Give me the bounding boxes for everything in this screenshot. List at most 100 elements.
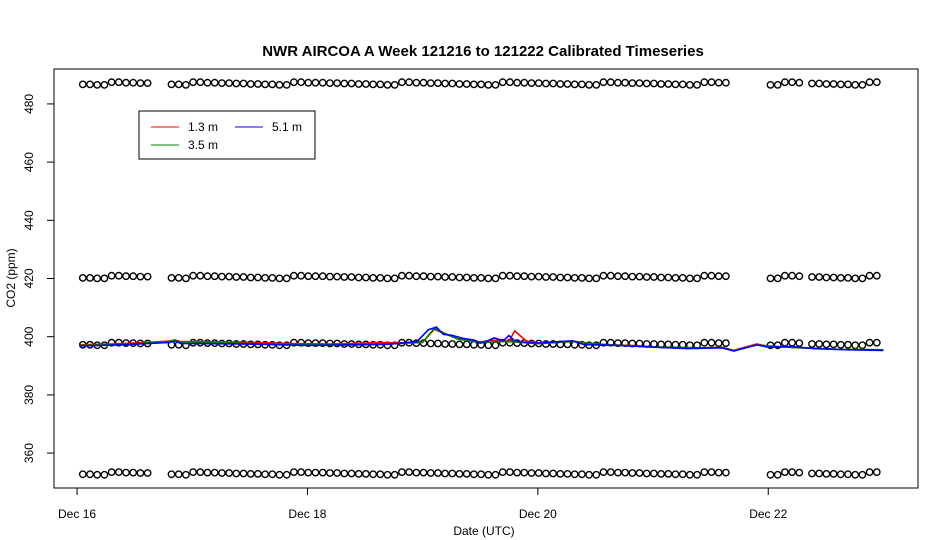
calibration-marker bbox=[383, 81, 392, 89]
calibration-marker bbox=[114, 271, 123, 280]
calibration-marker bbox=[426, 469, 435, 477]
calibration-marker bbox=[592, 470, 601, 479]
calibration-marker bbox=[333, 79, 341, 88]
calibration-marker bbox=[484, 81, 493, 89]
calibration-marker bbox=[412, 468, 421, 477]
calibration-marker bbox=[426, 339, 435, 348]
calibration-marker bbox=[872, 271, 881, 280]
calibration-marker bbox=[556, 469, 565, 478]
calibration-marker bbox=[114, 468, 123, 476]
calibration-marker bbox=[469, 273, 478, 282]
calibration-marker bbox=[686, 81, 694, 89]
calibration-marker bbox=[614, 468, 622, 477]
calibration-marker bbox=[122, 468, 130, 477]
calibration-marker bbox=[858, 81, 867, 89]
calibration-marker bbox=[455, 273, 464, 282]
calibration-marker bbox=[628, 79, 637, 88]
calibration-marker bbox=[570, 470, 579, 479]
calibration-marker bbox=[599, 338, 608, 347]
calibration-marker bbox=[556, 80, 565, 88]
calibration-marker bbox=[714, 339, 723, 347]
calibration-marker bbox=[621, 272, 629, 281]
calibration-marker bbox=[795, 272, 804, 281]
calibration-marker bbox=[181, 81, 190, 89]
calibration-marker bbox=[549, 79, 557, 88]
calibration-marker bbox=[585, 274, 593, 283]
calibration-marker bbox=[781, 338, 789, 347]
calibration-marker bbox=[700, 338, 709, 347]
calibration-marker bbox=[722, 78, 730, 87]
calibration-marker bbox=[107, 78, 116, 87]
calibration-marker bbox=[275, 274, 284, 283]
calibration-marker bbox=[621, 468, 629, 477]
calibration-marker bbox=[107, 271, 116, 280]
calibration-marker bbox=[872, 338, 881, 347]
calibration-marker bbox=[707, 468, 716, 476]
calibration-marker bbox=[376, 273, 385, 282]
calibration-marker bbox=[671, 273, 680, 282]
calibration-marker bbox=[606, 468, 615, 476]
calibration-marker bbox=[614, 272, 622, 281]
calibration-marker bbox=[714, 468, 723, 477]
calibration-marker bbox=[678, 273, 687, 282]
calibration-marker bbox=[433, 272, 442, 281]
calibration-marker bbox=[318, 339, 327, 347]
calibration-marker bbox=[246, 469, 255, 478]
calibration-marker bbox=[354, 80, 363, 88]
calibration-marker bbox=[788, 78, 796, 87]
calibration-marker bbox=[390, 274, 399, 283]
calibration-marker bbox=[354, 273, 363, 282]
calibration-marker bbox=[851, 81, 860, 89]
calibration-marker bbox=[795, 468, 804, 477]
calibration-marker bbox=[491, 81, 500, 89]
calibration-marker bbox=[505, 271, 514, 280]
calibration-marker bbox=[700, 271, 709, 280]
calibration-marker bbox=[462, 273, 471, 282]
legend-label-1-3m: 1.3 m bbox=[188, 120, 218, 134]
calibration-marker bbox=[693, 470, 701, 479]
calibration-marker bbox=[203, 272, 212, 281]
calibration-marker bbox=[714, 78, 723, 87]
calibration-marker bbox=[196, 468, 205, 476]
calibration-marker bbox=[808, 273, 816, 281]
calibration-marker bbox=[225, 469, 234, 477]
calibration-marker bbox=[181, 470, 190, 479]
calibration-marker bbox=[628, 272, 637, 281]
calibration-marker bbox=[570, 80, 579, 89]
calibration-marker bbox=[865, 78, 874, 87]
calibration-marker bbox=[858, 274, 867, 283]
calibration-marker bbox=[707, 271, 716, 280]
calibration-marker bbox=[340, 79, 349, 88]
calibration-marker bbox=[311, 272, 320, 281]
calibration-marker bbox=[795, 78, 804, 87]
calibration-marker bbox=[210, 468, 219, 477]
calibration-marker bbox=[347, 273, 356, 281]
calibration-marker bbox=[203, 468, 212, 477]
calibration-marker bbox=[491, 470, 500, 479]
y-tick-label: 380 bbox=[22, 385, 36, 405]
calibration-marker bbox=[693, 81, 701, 89]
calibration-marker bbox=[448, 469, 457, 478]
calibration-marker bbox=[606, 78, 615, 87]
calibration-marker bbox=[181, 274, 190, 283]
calibration-marker bbox=[340, 469, 349, 478]
y-tick-label: 480 bbox=[22, 94, 36, 114]
calibration-marker bbox=[707, 338, 716, 347]
calibration-marker bbox=[405, 468, 413, 476]
calibration-marker bbox=[189, 271, 198, 280]
calibration-marker bbox=[297, 78, 305, 87]
calibration-marker bbox=[253, 273, 262, 282]
calibration-marker bbox=[851, 470, 860, 479]
x-tick-label: Dec 22 bbox=[749, 507, 787, 521]
calibration-marker bbox=[773, 341, 782, 350]
calibration-marker bbox=[232, 469, 241, 478]
calibration-marker bbox=[808, 340, 816, 348]
calibration-marker bbox=[282, 81, 291, 89]
calibration-marker bbox=[136, 272, 145, 281]
calibration-marker bbox=[773, 81, 782, 89]
calibration-marker bbox=[844, 340, 852, 349]
calibration-marker bbox=[872, 468, 881, 476]
calibration-marker bbox=[788, 338, 796, 347]
calibration-marker bbox=[781, 468, 789, 476]
calibration-marker bbox=[419, 78, 428, 87]
